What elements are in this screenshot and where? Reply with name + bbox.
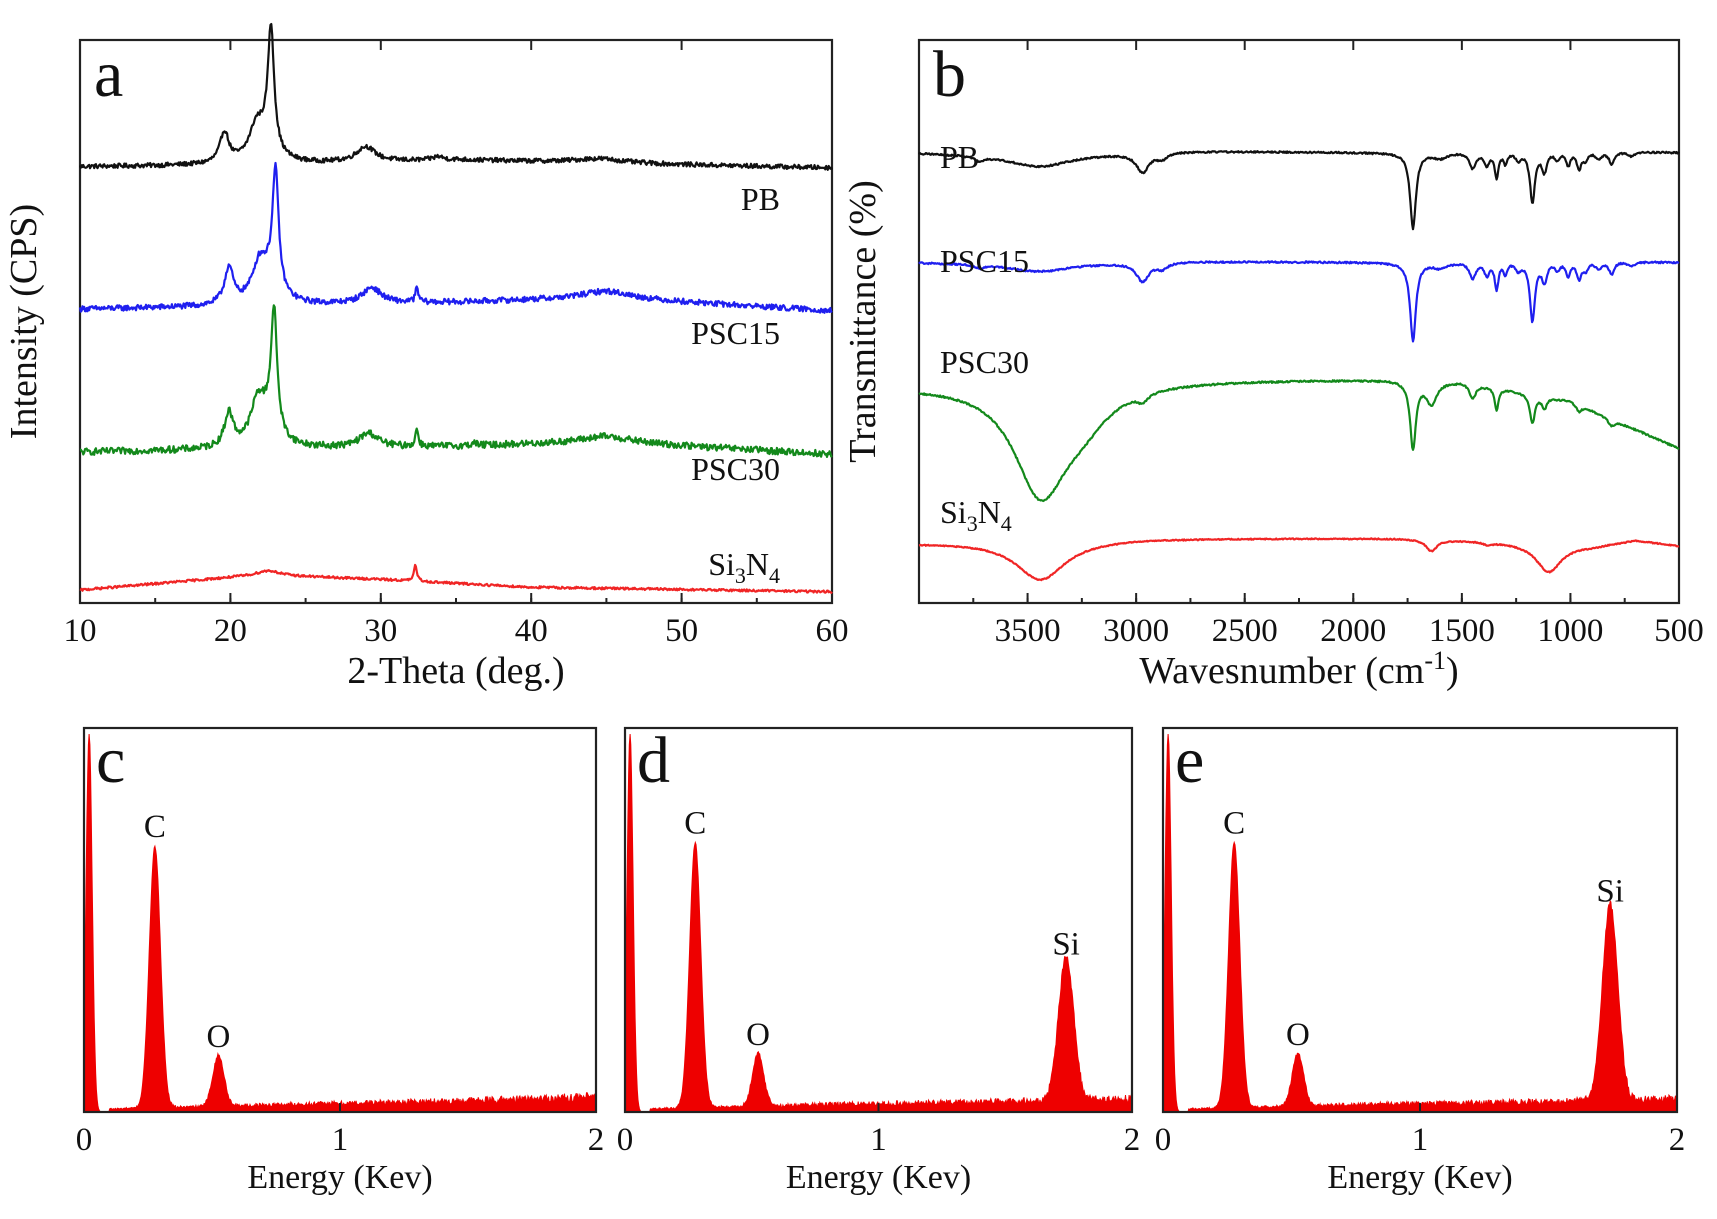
series-line-Si3N4 [79, 563, 833, 594]
series-line-PB [78, 23, 834, 171]
panel-a-y-axis-title: Intensity (CPS) [3, 204, 45, 439]
x-tick-label: 1 [870, 1122, 887, 1158]
panel-e: 0 1 2 e Energy (Kev) C O Si [1155, 724, 1686, 1196]
peak-label-O: O [206, 1019, 230, 1055]
x-tick-label: 3000 [1103, 613, 1169, 649]
panel-b: 3500 3000 2500 2000 1500 1000 500 b Wavesnumber … [842, 38, 1704, 692]
series-line-PSC30 [918, 379, 1680, 503]
panel-d-x-axis-title: Energy (Kev) [786, 1159, 971, 1196]
x-tick-label: 1 [1412, 1122, 1429, 1158]
x-tick-label: 60 [816, 613, 849, 649]
panel-e-letter: e [1175, 724, 1204, 797]
x-tick-label: 30 [364, 613, 397, 649]
x-tick-label: 1 [332, 1122, 349, 1158]
panel-c-letter: c [96, 724, 125, 797]
series-line-PSC15 [78, 161, 833, 314]
x-tick-label: 2 [1669, 1122, 1686, 1158]
peak-label-C: C [144, 809, 166, 845]
peak-label-O: O [746, 1017, 770, 1053]
series-label-3: Si3N4 [940, 494, 1012, 536]
panel-d: 0 1 2 d Energy (Kev) C O Si [617, 724, 1141, 1196]
panel-b-y-axis-title: Transmittance (%) [842, 180, 884, 462]
peak-label-Si: Si [1596, 873, 1624, 909]
x-tick-label: 1000 [1537, 613, 1603, 649]
x-tick-label: 2 [1124, 1122, 1141, 1158]
series-line-PSC30 [79, 304, 833, 458]
series-label-0: PB [741, 181, 780, 217]
x-tick-label: 500 [1654, 613, 1704, 649]
series-line-PSC15 [918, 260, 1680, 343]
x-tick-label: 1500 [1429, 613, 1495, 649]
x-tick-label: 0 [76, 1122, 93, 1158]
peak-label-Si: Si [1052, 926, 1080, 962]
series-label-1: PSC15 [691, 315, 780, 351]
panel-a-letter: a [94, 38, 123, 111]
series-label-3: Si3N4 [708, 546, 780, 588]
panel-c: 0 1 2 c Energy (Kev) C O [76, 724, 605, 1196]
peak-label-O: O [1286, 1017, 1310, 1053]
peak-label-C: C [1223, 805, 1245, 841]
x-tick-label: 0 [1155, 1122, 1172, 1158]
panel-b-letter: b [933, 38, 966, 111]
peak-label-C: C [684, 805, 706, 841]
x-tick-label: 20 [214, 613, 247, 649]
series-label-1: PSC15 [940, 243, 1029, 279]
panel-d-letter: d [637, 724, 670, 797]
panel-b-x-axis-title: Wavesnumber (cm-1) [1139, 646, 1458, 692]
series-label-0: PB [940, 139, 979, 175]
series-label-2: PSC30 [940, 344, 1029, 380]
x-tick-label: 40 [515, 613, 548, 649]
x-tick-label: 2500 [1212, 613, 1278, 649]
panel-e-x-axis-title: Energy (Kev) [1327, 1159, 1512, 1196]
panel-c-x-axis-title: Energy (Kev) [247, 1159, 432, 1196]
x-tick-label: 50 [665, 613, 698, 649]
x-tick-label: 10 [64, 613, 97, 649]
x-tick-label: 2000 [1320, 613, 1386, 649]
series-label-2: PSC30 [691, 451, 780, 487]
x-tick-label: 2 [588, 1122, 605, 1158]
x-tick-label: 0 [617, 1122, 634, 1158]
series-line-Si3N4 [918, 537, 1680, 582]
x-tick-label: 3500 [995, 613, 1061, 649]
series-line-PB [918, 150, 1680, 231]
panel-a: 10 20 30 40 50 60 a 2-Theta (deg.) Intensity (CP… [3, 23, 849, 692]
panel-a-x-axis-title: 2-Theta (deg.) [347, 650, 564, 692]
